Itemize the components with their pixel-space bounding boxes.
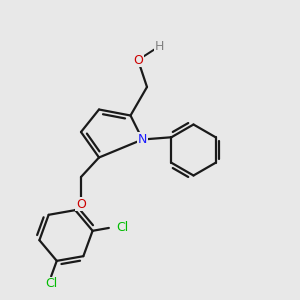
Text: O: O <box>133 53 143 67</box>
Text: Cl: Cl <box>116 221 129 234</box>
Text: Cl: Cl <box>45 278 57 290</box>
Text: O: O <box>76 197 86 211</box>
Text: N: N <box>138 133 147 146</box>
Text: H: H <box>154 40 164 53</box>
